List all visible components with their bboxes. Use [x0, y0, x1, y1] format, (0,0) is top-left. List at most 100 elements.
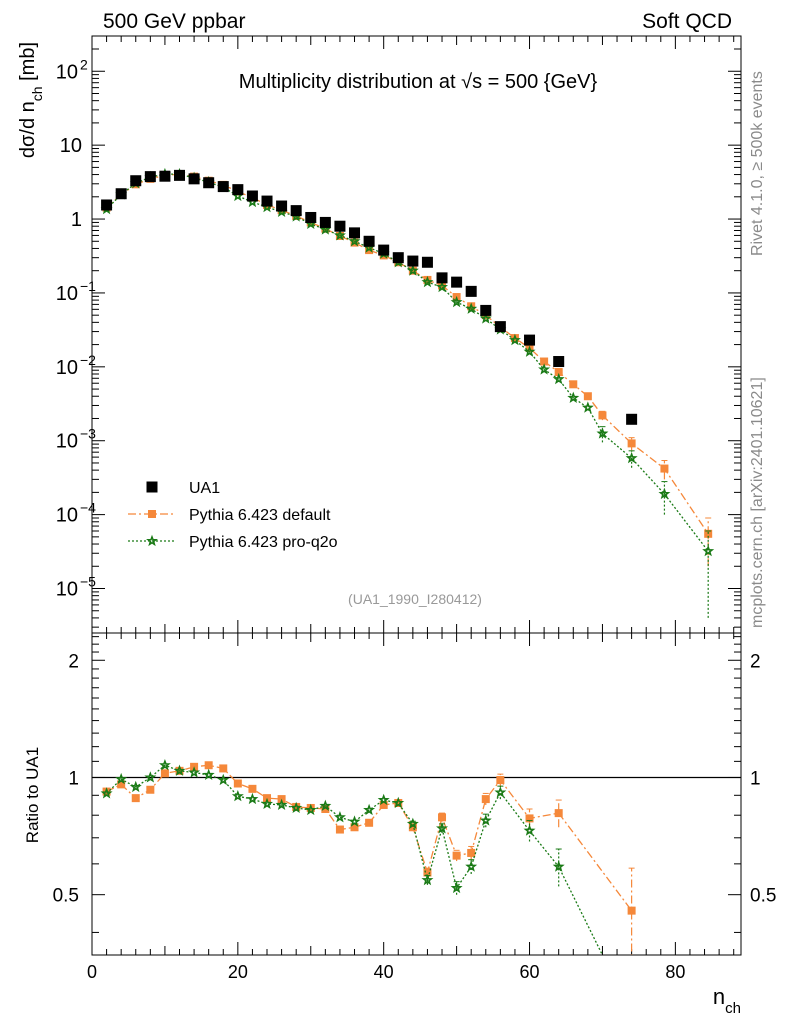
ratio-y-tick-label-left: 0.5 — [53, 886, 79, 907]
ratio-y-tick-label-right: 2 — [750, 651, 761, 672]
series-line — [106, 764, 604, 955]
data-point — [508, 333, 521, 346]
data-point — [406, 264, 419, 276]
data-point — [203, 177, 215, 189]
data-point — [602, 958, 610, 965]
data-point — [350, 823, 359, 832]
data-point — [130, 175, 142, 187]
y-tick-label: 10 — [56, 505, 78, 527]
data-point — [494, 786, 507, 798]
data-point — [438, 813, 447, 822]
data-point — [363, 803, 376, 816]
data-point — [217, 181, 229, 193]
y-axis-label: dσ/d nch [mb] — [17, 42, 45, 158]
data-point — [379, 800, 388, 809]
data-point — [467, 848, 476, 857]
data-point — [276, 200, 288, 212]
data-point — [319, 223, 332, 235]
data-point — [202, 768, 215, 781]
legend-label: Pythia 6.423 default — [189, 507, 331, 524]
ratio-y-tick-label-right: 1 — [750, 768, 761, 789]
data-point — [188, 766, 201, 778]
ratio-y-tick-label-right: 0.5 — [750, 886, 776, 907]
data-point — [333, 229, 346, 241]
data-point — [160, 769, 169, 778]
data-point — [173, 764, 186, 776]
data-point — [465, 302, 478, 314]
data-point — [596, 427, 609, 439]
data-point — [144, 171, 156, 183]
data-point — [248, 784, 257, 793]
y-tick-label: 1 — [71, 209, 82, 231]
data-point — [394, 798, 403, 807]
main-series — [100, 167, 715, 618]
series-line — [106, 173, 709, 552]
data-point — [174, 169, 186, 181]
data-point — [523, 345, 536, 357]
data-point — [349, 227, 361, 239]
data-point — [421, 275, 434, 288]
data-point — [452, 851, 461, 860]
data-point — [261, 195, 273, 207]
data-point — [348, 235, 361, 247]
data-point — [363, 235, 375, 247]
y-tick-exponent: −5 — [80, 574, 96, 590]
data-point — [204, 761, 213, 770]
x-axis-label: nch — [713, 984, 741, 1017]
y-tick-exponent: −2 — [80, 352, 96, 368]
data-point — [554, 368, 563, 377]
data-point — [625, 451, 638, 464]
data-point — [538, 363, 551, 375]
data-point — [627, 906, 636, 915]
legend: UA1 Pythia 6.423 default Pythia 6.423 pro-… — [128, 480, 338, 551]
y-tick-label: 10 — [56, 61, 78, 83]
x-tick-label: 40 — [374, 962, 394, 982]
data-point — [100, 787, 113, 799]
y-tick-exponent: −4 — [80, 500, 96, 516]
data-point — [378, 244, 390, 256]
data-point — [129, 780, 142, 793]
data-point — [231, 789, 244, 802]
data-point — [451, 276, 463, 288]
data-point — [321, 804, 330, 813]
data-point — [392, 252, 404, 264]
data-point — [144, 771, 157, 783]
chart-title: Multiplicity distribution at √s = 500 {G… — [239, 71, 598, 93]
y-tick-label: 10 — [56, 579, 78, 601]
data-point — [115, 772, 128, 785]
data-point — [146, 785, 155, 794]
x-tick-label: 60 — [520, 962, 540, 982]
data-point — [702, 544, 715, 557]
data-point — [554, 809, 563, 818]
data-point — [569, 380, 578, 389]
data-point — [319, 216, 331, 228]
data-point — [496, 776, 505, 785]
y-tick-exponent: 2 — [80, 56, 88, 72]
data-point — [217, 773, 230, 786]
data-point — [246, 792, 259, 805]
data-point — [219, 764, 228, 773]
data-point — [333, 811, 346, 823]
y-label-subscript: ch — [29, 86, 45, 101]
data-point — [583, 392, 592, 401]
data-point — [465, 285, 477, 297]
ratio-plot-frame — [91, 632, 742, 956]
data-point — [335, 825, 344, 834]
y-tick-label: 10 — [56, 283, 78, 305]
rivet-label: Rivet 4.1.0, ≥ 500k events — [749, 71, 766, 256]
legend-marker — [148, 510, 156, 518]
data-point — [436, 272, 448, 284]
data-point — [408, 823, 417, 832]
axis-ticks — [91, 35, 741, 955]
data-point — [304, 803, 317, 816]
legend-label: UA1 — [189, 480, 220, 497]
analysis-tag: (UA1_1990_I280412) — [348, 591, 482, 607]
data-point — [232, 184, 244, 196]
data-point — [523, 824, 536, 836]
ratio-y-tick-label-left: 2 — [68, 651, 79, 672]
y-tick-label: 10 — [60, 135, 82, 157]
x-tick-label: 20 — [228, 962, 248, 982]
data-point — [159, 170, 171, 182]
data-point — [423, 868, 432, 877]
